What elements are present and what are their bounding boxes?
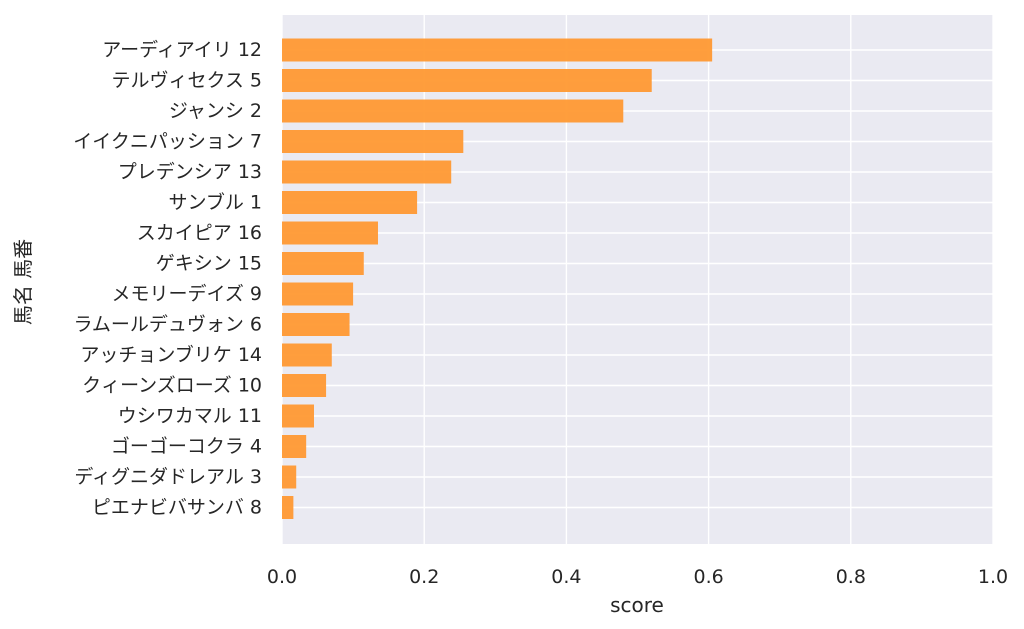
y-tick-label: メモリーデイズ 9 xyxy=(111,283,262,305)
bar xyxy=(282,69,652,92)
bar xyxy=(282,374,327,397)
y-tick-label: クィーンズローズ 10 xyxy=(82,375,262,397)
x-tick-label: 0.2 xyxy=(409,566,439,588)
bar xyxy=(282,191,418,214)
bar xyxy=(282,130,464,153)
y-tick-label: アーディアイリ 12 xyxy=(102,39,262,61)
x-tick-label: 0.0 xyxy=(267,566,297,588)
y-tick-label: プレデンシア 13 xyxy=(118,161,262,183)
bar xyxy=(282,252,364,275)
y-tick-label: ピエナビバサンバ 8 xyxy=(92,497,262,519)
bar xyxy=(282,404,314,428)
x-tick-label: 1.0 xyxy=(978,566,1008,588)
y-tick-label: イイクニパッション 7 xyxy=(73,131,262,153)
x-tick-label: 0.8 xyxy=(836,566,866,588)
y-tick-label: ゴーゴーコクラ 4 xyxy=(111,436,262,458)
bar xyxy=(282,343,332,367)
x-axis-label: score xyxy=(610,593,664,617)
bar xyxy=(282,38,713,62)
y-tick-label: アッチョンブリケ 14 xyxy=(80,343,262,366)
bar xyxy=(282,496,294,519)
y-tick-label: サンブル 1 xyxy=(168,191,262,214)
bar xyxy=(282,221,378,245)
plot-background xyxy=(282,15,993,544)
bar xyxy=(282,160,452,184)
y-tick-labels: アーディアイリ 12 テルヴィセクス 5 ジャンシ 2 イイクニパッション 7 プレデン… xyxy=(73,39,262,519)
y-tick-label: ウシワカマル 11 xyxy=(118,405,262,427)
y-tick-label: ジャンシ 2 xyxy=(169,100,262,122)
bar xyxy=(282,99,624,123)
bar xyxy=(282,282,354,306)
bar xyxy=(282,313,350,336)
y-tick-label: スカイピア 16 xyxy=(137,222,262,244)
x-tick-labels: 0.0 0.2 0.4 0.6 0.8 1.0 xyxy=(267,566,1008,588)
bar xyxy=(282,435,307,458)
y-tick-label: ディグニダドレアル 3 xyxy=(74,466,262,488)
y-tick-label: ゲキシン 15 xyxy=(156,253,262,275)
y-tick-label: テルヴィセクス 5 xyxy=(111,70,262,92)
y-axis-label: 馬名 馬番 xyxy=(11,239,35,325)
bar xyxy=(282,465,297,489)
y-tick-label: ラムールデュヴォン 6 xyxy=(73,314,262,336)
bars xyxy=(282,38,713,519)
x-tick-label: 0.6 xyxy=(693,566,723,588)
x-tick-label: 0.4 xyxy=(551,566,581,588)
